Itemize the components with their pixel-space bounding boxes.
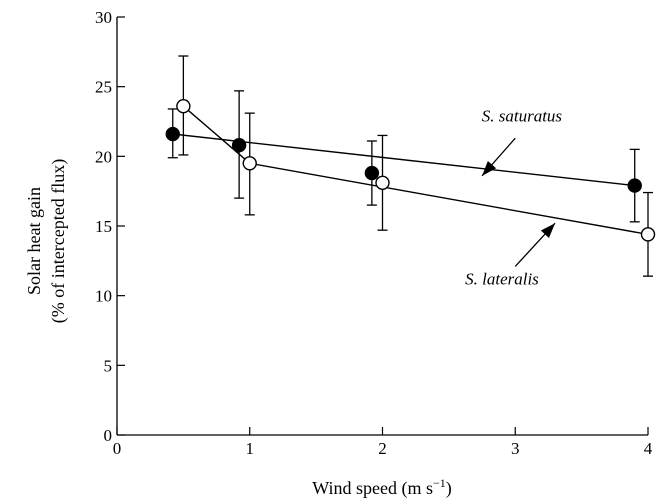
y-tick-label: 10 [95, 287, 112, 306]
x-axis-title-superscript: −1 [433, 476, 446, 490]
y-tick-label: 30 [95, 8, 112, 27]
annotation-label-s-lateralis: S. lateralis [465, 270, 539, 289]
x-axis-title-close: ) [446, 478, 452, 499]
x-tick-label: 1 [246, 439, 255, 458]
annotation-layer: S. saturatus S. lateralis [465, 107, 562, 289]
annotation-label-s-saturatus: S. saturatus [482, 107, 563, 126]
series-s-saturatus [165, 90, 642, 223]
y-tick-label: 0 [104, 426, 113, 445]
data-point [364, 165, 380, 181]
annotation-arrowhead-s-saturatus [482, 160, 497, 176]
y-tick-label: 15 [95, 217, 112, 236]
x-axis-title-main: Wind speed (m s [312, 478, 433, 499]
y-tick-label: 5 [104, 356, 113, 375]
data-point [165, 126, 180, 142]
data-point [176, 98, 191, 114]
series-s-lateralis [176, 55, 656, 277]
y-axis-title-line2: (% of intercepted flux) [48, 159, 69, 323]
x-axis-title: Wind speed (m s−1) [312, 476, 452, 499]
data-point [375, 175, 390, 191]
data-point [242, 156, 257, 171]
ticks: 0 5 10 15 20 25 30 0 1 2 3 4 [95, 8, 653, 458]
series-layer [165, 55, 656, 277]
data-point [627, 178, 642, 193]
y-tick-label: 20 [95, 147, 112, 166]
y-tick-label: 25 [95, 78, 112, 97]
x-tick-label: 3 [511, 439, 520, 458]
data-point [640, 227, 656, 242]
x-tick-label: 4 [644, 439, 653, 458]
data-point [231, 137, 247, 153]
y-axis-title-line1: Solar heat gain [24, 187, 44, 295]
x-tick-label: 0 [113, 439, 122, 458]
annotation-arrowhead-s-lateralis [540, 223, 556, 238]
x-tick-label: 2 [378, 439, 387, 458]
